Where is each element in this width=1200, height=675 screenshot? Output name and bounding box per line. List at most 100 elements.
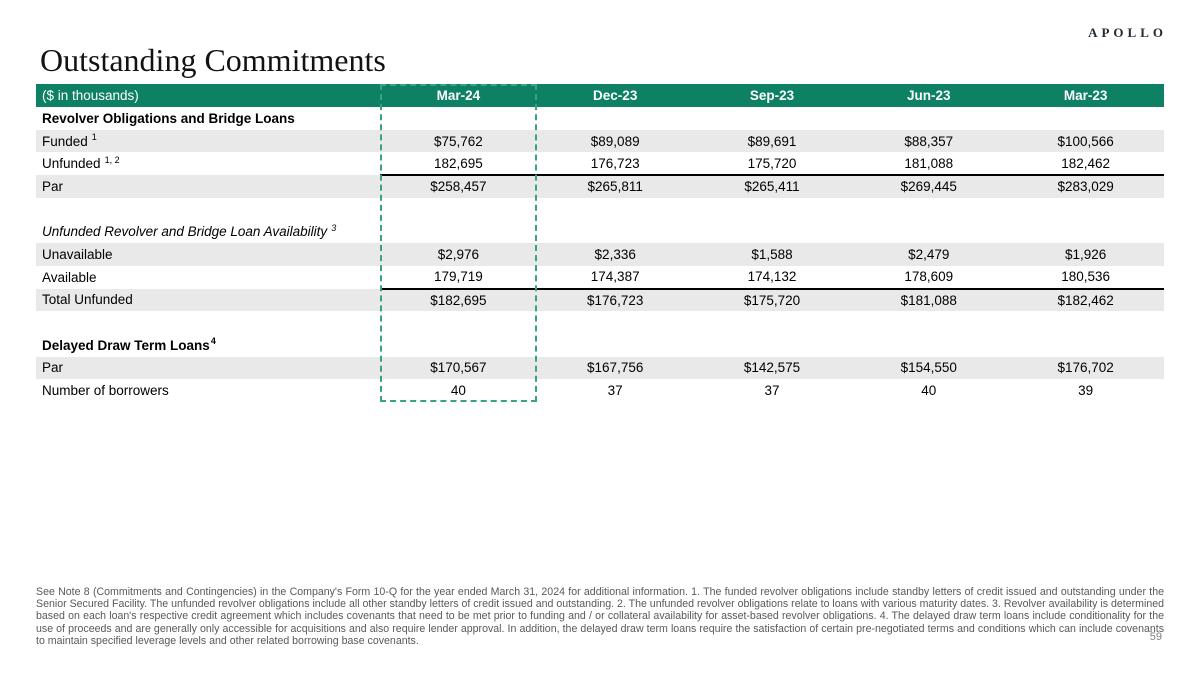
row-value: 182,695 (433, 155, 483, 171)
row-value: $88,357 (850, 129, 1008, 153)
row-label: Unfunded 1, 2 (42, 154, 120, 172)
row-value (1007, 220, 1164, 243)
row-value: $1,588 (693, 243, 851, 266)
table-row: Unavailable $2,976 $2,336 $1,588 $2,479 $1,92… (36, 243, 1164, 266)
row-value (1007, 334, 1164, 357)
page-number: 59 (1149, 631, 1162, 643)
row-value: $176,723 (536, 287, 694, 312)
row-value: $1,926 (1007, 243, 1164, 266)
row-value (850, 220, 1007, 243)
row-label: Unavailable (36, 243, 380, 266)
row-label: Available (42, 269, 97, 285)
row-value (694, 334, 851, 357)
row-value: 180,536 (1061, 269, 1110, 285)
row-value (380, 107, 537, 130)
row-value: $100,566 (1007, 129, 1164, 153)
row-value: $142,575 (693, 356, 851, 380)
row-label: Revolver Obligations and Bridge Loans (42, 110, 295, 126)
row-value: 39 (1078, 383, 1094, 399)
row-value: $170,567 (380, 356, 537, 380)
row-value (850, 311, 1007, 334)
row-value (380, 220, 537, 243)
row-value (694, 220, 851, 243)
row-value: $175,720 (693, 287, 851, 312)
row-value (850, 198, 1007, 221)
table-row: Unfunded 1, 2 182,695 176,723 175,720 181,088… (36, 152, 1164, 175)
footnote-marker: 3 (331, 222, 337, 233)
row-label (36, 311, 380, 334)
row-value: $258,457 (380, 174, 537, 198)
table-row: Par $258,457 $265,811 $265,411 $269,445 $283,… (36, 174, 1164, 198)
row-value: 176,723 (590, 155, 640, 171)
row-value: 174,387 (590, 269, 640, 285)
row-value: 37 (607, 383, 623, 399)
row-value: $2,479 (850, 243, 1008, 266)
row-value: $176,702 (1007, 356, 1164, 380)
column-header: Dec-23 (536, 84, 694, 107)
row-label: Par (36, 356, 380, 380)
row-value (537, 107, 694, 130)
row-value: $2,976 (380, 243, 537, 266)
column-header: Mar-24 (380, 84, 537, 107)
footnote-marker: 1, 2 (104, 154, 120, 165)
row-value: $265,411 (693, 174, 851, 198)
page-title: Outstanding Commitments (40, 42, 386, 78)
row-value: 40 (921, 383, 937, 399)
row-value (537, 198, 694, 221)
column-header: Mar-23 (1007, 84, 1164, 107)
row-value: 182,462 (1061, 155, 1110, 171)
row-value: $89,089 (536, 129, 694, 153)
row-label: Total Unfunded (36, 288, 380, 312)
table-row: Number of borrowers 40 37 37 40 39 (36, 379, 1164, 402)
row-value: $154,550 (850, 356, 1008, 380)
row-value (380, 311, 537, 334)
row-value (694, 198, 851, 221)
row-label (36, 198, 380, 221)
column-header: Sep-23 (693, 84, 851, 107)
table-header-row: ($ in thousands) Mar-24 Dec-23 Sep-23 Jun-2… (36, 84, 1164, 107)
row-value: 174,132 (747, 269, 797, 285)
row-value: 37 (764, 383, 780, 399)
row-value: $167,756 (536, 356, 694, 380)
row-label: Par (36, 175, 380, 198)
commitments-table: ($ in thousands) Mar-24 Dec-23 Sep-23 Jun-2… (36, 84, 1164, 402)
row-value: $181,088 (850, 287, 1008, 312)
table-row: Revolver Obligations and Bridge Loans (36, 107, 1164, 130)
table-row: Available 179,719 174,387 174,132 178,609 180… (36, 266, 1164, 289)
row-value: $182,462 (1007, 287, 1164, 312)
row-value (380, 198, 537, 221)
footnote-marker: 4 (210, 336, 216, 347)
footnote-text: See Note 8 (Commitments and Contingencie… (36, 586, 1164, 647)
table-row: Unfunded Revolver and Bridge Loan Availa… (36, 220, 1164, 243)
row-label: Funded 1 (36, 129, 380, 153)
column-header: Jun-23 (850, 84, 1008, 107)
row-value: 179,719 (433, 269, 483, 285)
row-value: 40 (450, 383, 466, 399)
row-value: 178,609 (904, 269, 954, 285)
table-row (36, 198, 1164, 221)
row-value: $265,811 (536, 174, 694, 198)
footnote-marker: 1 (91, 132, 97, 143)
row-value (694, 107, 851, 130)
table-row: Par $170,567 $167,756 $142,575 $154,550 $176,… (36, 356, 1164, 380)
row-label: Number of borrowers (42, 383, 169, 399)
row-label: Delayed Draw Term Loans4 (42, 336, 216, 353)
table-row: Total Unfunded $182,695 $176,723 $175,720 $1… (36, 287, 1164, 312)
row-value: 181,088 (904, 155, 954, 171)
row-value: $269,445 (850, 174, 1008, 198)
unit-label: ($ in thousands) (36, 84, 380, 107)
row-value: $89,691 (693, 129, 851, 153)
row-value (537, 334, 694, 357)
table-row: Delayed Draw Term Loans4 (36, 334, 1164, 357)
row-value (537, 220, 694, 243)
row-value (850, 334, 1007, 357)
row-label: Unfunded Revolver and Bridge Loan Availa… (42, 222, 337, 240)
row-value (1007, 198, 1164, 221)
row-value (537, 311, 694, 334)
row-value (850, 107, 1007, 130)
row-value: 175,720 (747, 155, 797, 171)
apollo-logo: APOLLO (1088, 25, 1167, 40)
row-value (1007, 107, 1164, 130)
row-value (1007, 311, 1164, 334)
